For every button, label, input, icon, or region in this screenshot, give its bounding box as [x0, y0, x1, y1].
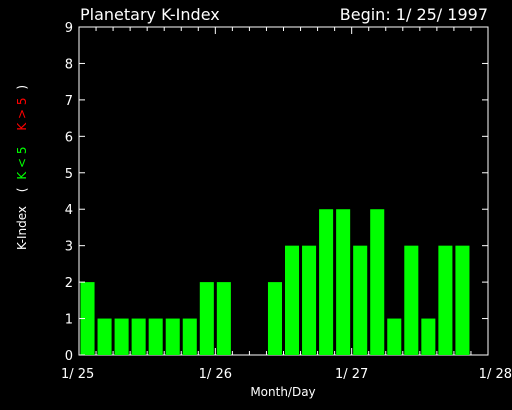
kp-bar — [216, 282, 231, 355]
y-tick-label: 1 — [65, 313, 73, 328]
y-tick-label: 9 — [65, 21, 73, 36]
x-tick-label: 1/ 28 — [479, 367, 512, 382]
y-tick-label: 8 — [65, 57, 73, 72]
kp-bar — [148, 318, 163, 355]
kp-bar — [370, 209, 385, 355]
y-tick-label: 3 — [65, 240, 73, 255]
chart-title: Planetary K-Index — [80, 5, 220, 24]
kp-bar — [421, 318, 436, 355]
kp-bar — [353, 245, 368, 355]
kp-bar — [404, 245, 419, 355]
x-tick-label: 1/ 26 — [199, 367, 232, 382]
y-axis-label-paren-close: ) — [15, 85, 29, 90]
y-axis-label-low: K < 5 — [15, 146, 29, 179]
y-tick-label: 5 — [65, 167, 73, 182]
y-axis: 0 1 2 3 4 5 6 7 8 9 — [65, 21, 488, 364]
kp-bar — [80, 282, 95, 355]
kp-bar — [285, 245, 300, 355]
kp-bar — [336, 209, 351, 355]
begin-date-label: Begin: 1/ 25/ 1997 — [340, 5, 488, 24]
bars-layer — [80, 209, 470, 355]
y-axis-label-main: K-Index — [15, 206, 29, 250]
kp-bar — [319, 209, 334, 355]
x-tick-label: 1/ 27 — [335, 367, 368, 382]
y-tick-label: 4 — [65, 203, 73, 218]
x-axis: 1/ 25 1/ 26 1/ 27 1/ 28 — [61, 27, 512, 382]
kp-bar — [438, 245, 453, 355]
kp-bar — [267, 282, 282, 355]
y-tick-label: 7 — [65, 94, 73, 109]
x-tick-label: 1/ 25 — [61, 367, 94, 382]
kp-bar — [97, 318, 112, 355]
y-axis-label-paren-open: ( — [15, 188, 29, 193]
kp-bar — [199, 282, 214, 355]
kp-bar — [387, 318, 402, 355]
y-tick-label: 0 — [65, 349, 73, 364]
kp-bar — [114, 318, 129, 355]
y-tick-label: 2 — [65, 276, 73, 291]
y-axis-label-high: K > 5 — [15, 97, 29, 130]
kp-bar — [302, 245, 317, 355]
x-axis-label: Month/Day — [250, 385, 315, 399]
kp-bar — [165, 318, 180, 355]
kp-bar — [131, 318, 146, 355]
kp-bar — [455, 245, 470, 355]
kp-bar — [182, 318, 197, 355]
y-axis-label: K-Index ( K < 5 K > 5 ) — [15, 85, 29, 250]
y-tick-label: 6 — [65, 130, 73, 145]
